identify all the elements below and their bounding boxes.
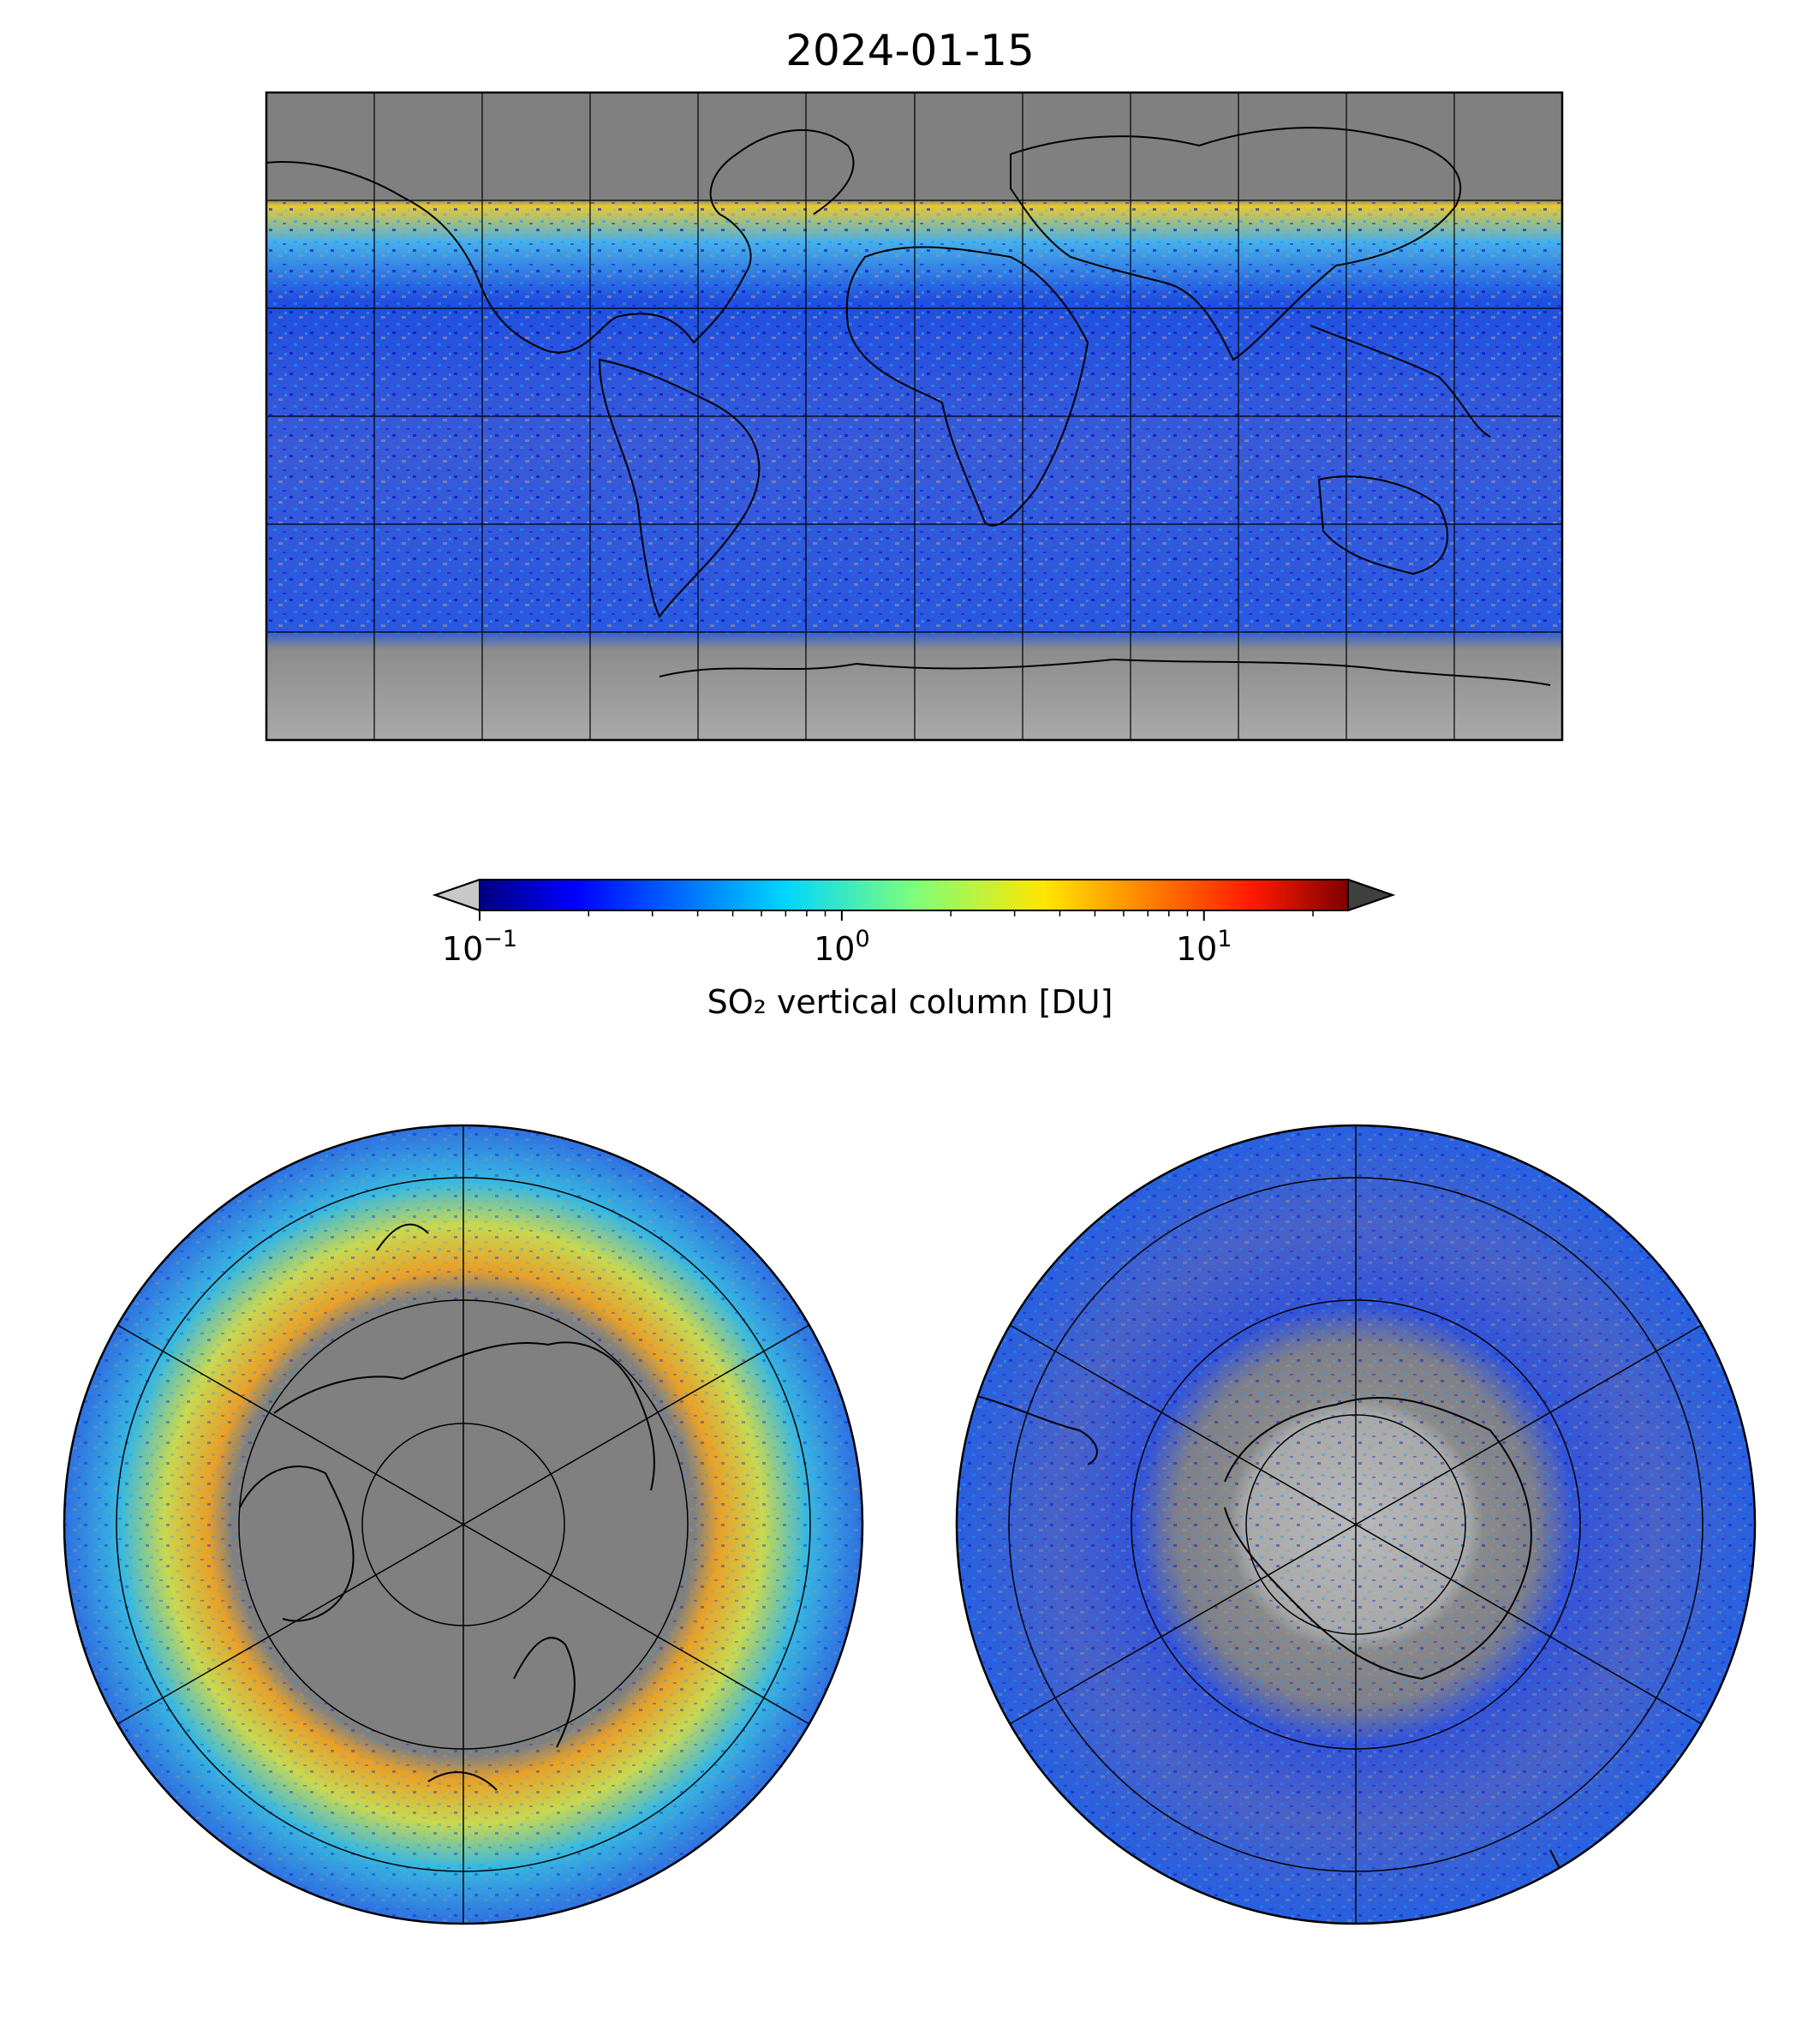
colorbar-tick-label: 100 [814,926,870,968]
north-graticule [116,1125,811,1924]
colorbar-label: SO₂ vertical column [DU] [707,983,1113,1021]
global-graticule [266,92,1562,740]
colorbar-tick-label: 101 [1176,926,1232,968]
colorbar-over-extension [1347,878,1396,912]
north-polar-map [63,1124,864,1925]
north-coastlines [239,1223,655,1791]
colorbar-under-extension [432,878,480,912]
colorbar-tick-labels: 10−1 100 101 [442,926,1232,968]
global-map [265,91,1564,742]
south-graticule [1008,1125,1704,1924]
colorbar: 10−1 100 101 [432,878,1396,968]
global-coastlines [266,127,1551,686]
south-map-frame [955,1124,1757,1925]
colorbar-tick-label: 10−1 [442,926,517,968]
colorbar-ticks [479,910,1314,921]
south-polar-map [955,1124,1757,1925]
colorbar-gradient [480,880,1348,910]
figure-title: 2024-01-15 [785,26,1035,75]
global-map-frame [265,91,1564,742]
north-map-frame [63,1124,864,1925]
